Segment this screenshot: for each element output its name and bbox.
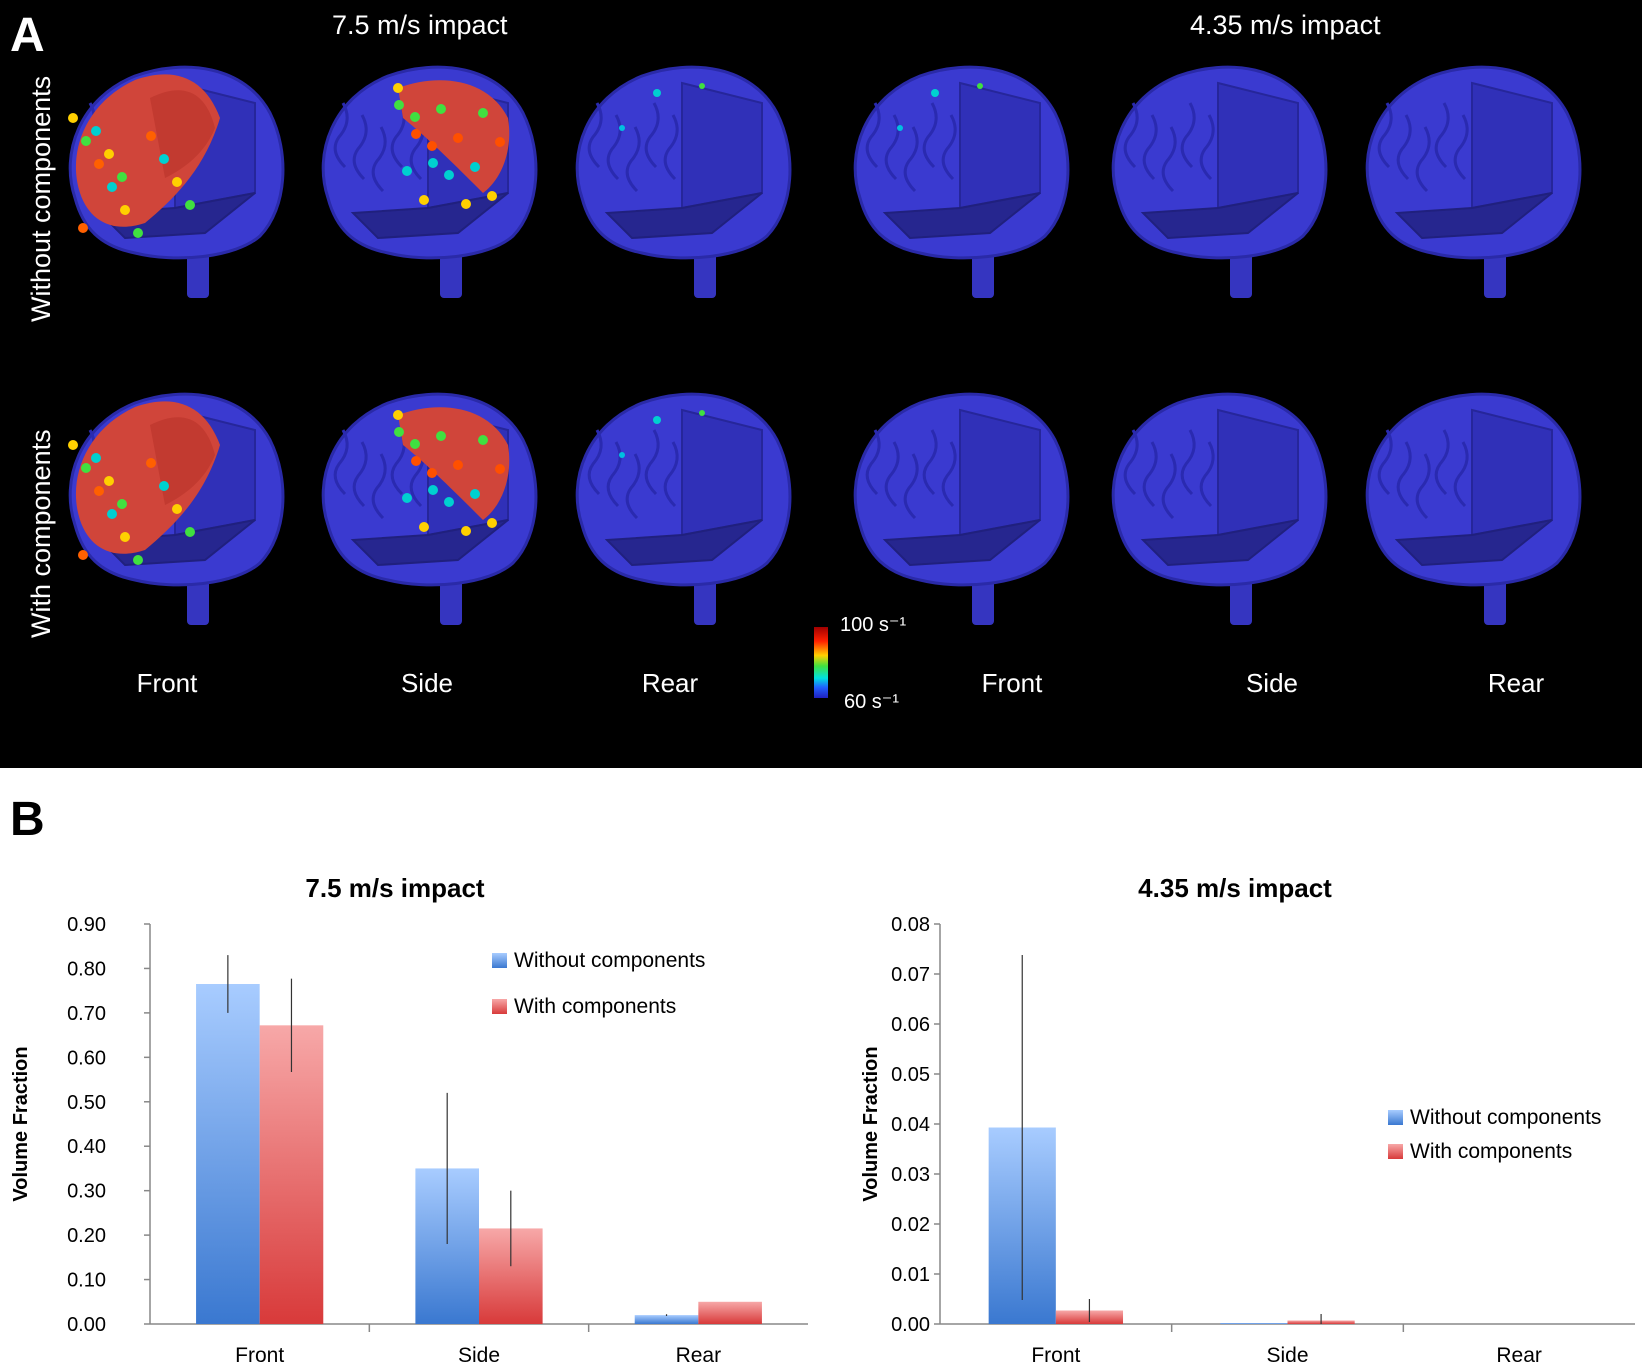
colorbar-min-label: 60 s⁻¹	[844, 691, 900, 713]
bar-without-components	[634, 1315, 699, 1324]
y-tick-label: 0.60	[67, 1047, 106, 1069]
y-tick-label: 0.03	[891, 1164, 930, 1186]
chart-1: 7.5 m/s impact Volume Fraction 0.00 0.10 0.2…	[10, 873, 808, 1366]
chart-title: 4.35 m/s impact	[1138, 873, 1332, 903]
x-tick-label: Front	[235, 1344, 284, 1366]
y-tick-label: 0.10	[67, 1270, 106, 1292]
y-tick-label: 0.00	[891, 1314, 930, 1336]
legend-swatch	[492, 999, 507, 1014]
y-tick-label: 0.80	[67, 958, 106, 980]
y-tick-label: 0.07	[891, 964, 930, 986]
y-tick-label: 0.01	[891, 1264, 930, 1286]
row-label-with-components: With components	[26, 429, 56, 638]
x-tick-label: Rear	[1496, 1344, 1542, 1366]
colorbar	[814, 627, 828, 698]
panel-b-letter: B	[10, 793, 45, 846]
legend-swatch	[1388, 1144, 1403, 1159]
chart-title: 7.5 m/s impact	[305, 873, 485, 903]
bar-without-components	[1220, 1323, 1288, 1324]
x-tick-label: Side	[1266, 1344, 1308, 1366]
brain-model-row2-col3	[575, 392, 792, 625]
brain-model-row1-col6	[1365, 65, 1582, 298]
bar-without-components	[196, 984, 260, 1324]
panel-b: B 7.5 m/s impact Volume Fraction 0.00 0.10 0…	[0, 770, 1642, 1366]
brain-model-row2-col1	[68, 392, 285, 625]
view-label-front-7-5: Front	[136, 668, 198, 698]
brain-model-row2-col5	[1111, 392, 1328, 625]
y-tick-label: 0.40	[67, 1136, 106, 1158]
y-tick-label: 0.05	[891, 1064, 930, 1086]
brain-model-row1-col1	[68, 65, 285, 298]
y-tick-label: 0.08	[891, 914, 930, 936]
brain-model-row2-col2	[321, 392, 538, 625]
brain-model-row1-col5	[1111, 65, 1328, 298]
chart-2: 4.35 m/s impact Volume Fraction 0.00 0.01 0.…	[860, 873, 1635, 1366]
y-tick-label: 0.50	[67, 1092, 106, 1114]
brain-model-row1-col4	[853, 65, 1070, 298]
legend-label: Without components	[514, 949, 705, 972]
view-label-side-7-5: Side	[400, 668, 454, 698]
brain-model-row1-col3	[575, 65, 792, 298]
row-label-without-components: Without components	[26, 75, 56, 322]
y-tick-label: 0.30	[67, 1181, 106, 1203]
panel-a: A 7.5 m/s impact 4.35 m/s impact Without…	[0, 0, 1642, 768]
panel-a-letter: A	[10, 9, 45, 62]
view-label-rear-4-35: Rear	[1487, 668, 1545, 698]
impact-title-7-5: 7.5 m/s impact	[332, 10, 508, 40]
y-tick-label: 0.90	[67, 914, 106, 936]
y-axis-label: Volume Fraction	[860, 1046, 882, 1201]
bar-with-components	[698, 1301, 762, 1324]
brain-model-row2-col6	[1365, 392, 1582, 625]
y-tick-label: 0.04	[891, 1114, 930, 1136]
brain-model-row1-col2	[321, 65, 538, 298]
y-tick-label: 0.02	[891, 1214, 930, 1236]
y-tick-label: 0.20	[67, 1225, 106, 1247]
view-label-rear-7-5: Rear	[641, 668, 699, 698]
y-tick-label: 0.00	[67, 1314, 106, 1336]
impact-title-4-35: 4.35 m/s impact	[1190, 10, 1381, 40]
view-label-side-4-35: Side	[1245, 668, 1299, 698]
x-tick-label: Front	[1031, 1344, 1080, 1366]
legend-label: With components	[1410, 1140, 1572, 1163]
y-tick-label: 0.06	[891, 1014, 930, 1036]
legend-swatch	[1388, 1110, 1403, 1125]
x-tick-label: Side	[458, 1344, 500, 1366]
colorbar-max-label: 100 s⁻¹	[840, 614, 907, 636]
bar-charts: 7.5 m/s impact Volume Fraction 0.00 0.10 0.2…	[10, 873, 1635, 1366]
y-tick-label: 0.70	[67, 1003, 106, 1025]
view-label-front-4-35: Front	[981, 668, 1043, 698]
legend-label: Without components	[1410, 1106, 1601, 1129]
bar-with-components	[259, 1025, 324, 1324]
y-axis-label: Volume Fraction	[10, 1046, 32, 1201]
legend-swatch	[492, 953, 507, 968]
legend-label: With components	[514, 995, 676, 1018]
brain-model-row2-col4	[853, 392, 1070, 625]
x-tick-label: Rear	[676, 1344, 722, 1366]
